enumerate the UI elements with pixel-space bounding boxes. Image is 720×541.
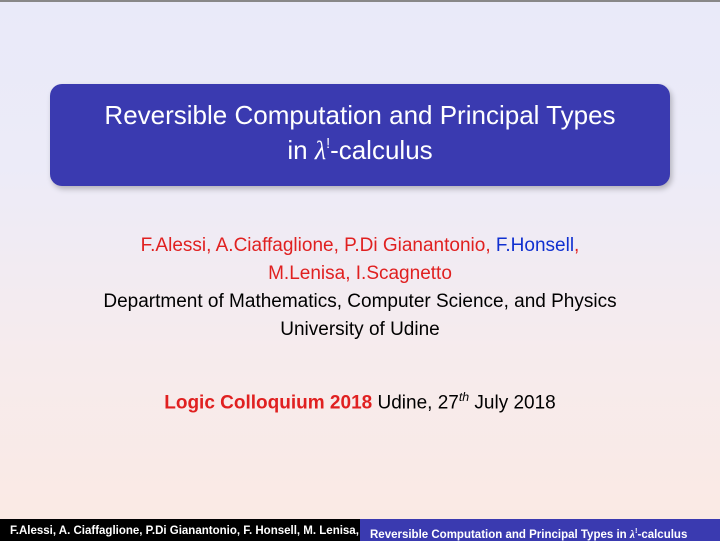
slide: Reversible Computation and Principal Typ…: [0, 2, 720, 541]
affiliation-block: Department of Mathematics, Computer Scie…: [0, 288, 720, 343]
title-line-2: in λ!-calculus: [68, 133, 652, 168]
authors-comma: ,: [574, 235, 579, 256]
lambda-symbol: λ: [315, 136, 326, 165]
footer-title: Reversible Computation and Principal Typ…: [360, 519, 720, 541]
authors-block: F.Alessi, A.Ciaffaglione, P.Di Giananton…: [0, 232, 720, 287]
lambda-superscript: !: [326, 136, 330, 152]
venue-date-suffix: July 2018: [469, 392, 556, 413]
title-prefix: in: [287, 135, 314, 165]
title-line-1: Reversible Computation and Principal Typ…: [104, 100, 615, 130]
venue-ordinal: th: [459, 390, 469, 404]
footer-authors: F.Alessi, A. Ciaffaglione, P.Di Giananto…: [0, 519, 360, 541]
author-honsell-initial: F.: [496, 235, 511, 256]
title-block: Reversible Computation and Principal Typ…: [50, 84, 670, 186]
footer-title-prefix: Reversible Computation and Principal Typ…: [370, 529, 630, 541]
authors-part-2: M.Lenisa, I.Scagnetto: [268, 263, 452, 284]
affiliation-line-1: Department of Mathematics, Computer Scie…: [103, 291, 616, 312]
footer-title-suffix: -calculus: [637, 529, 687, 541]
venue-block: Logic Colloquium 2018 Udine, 27th July 2…: [0, 390, 720, 414]
title-suffix: -calculus: [330, 135, 433, 165]
author-honsell-name: Honsell: [511, 235, 574, 256]
authors-part-1: F.Alessi, A.Ciaffaglione, P.Di Giananton…: [141, 235, 496, 256]
venue-event: Logic Colloquium 2018: [164, 392, 372, 413]
affiliation-line-2: University of Udine: [280, 319, 439, 340]
footer-bar: F.Alessi, A. Ciaffaglione, P.Di Giananto…: [0, 519, 720, 541]
venue-date-prefix: Udine, 27: [372, 392, 459, 413]
